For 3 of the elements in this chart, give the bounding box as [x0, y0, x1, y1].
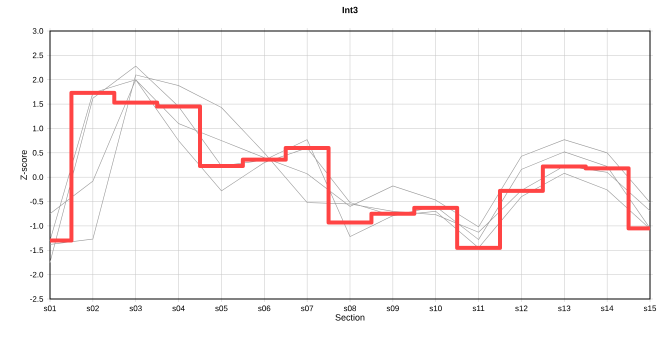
chart-title: Int3 — [342, 6, 358, 14]
y-axis-title: Z-score — [20, 150, 27, 180]
x-axis-title: Section — [335, 314, 364, 321]
